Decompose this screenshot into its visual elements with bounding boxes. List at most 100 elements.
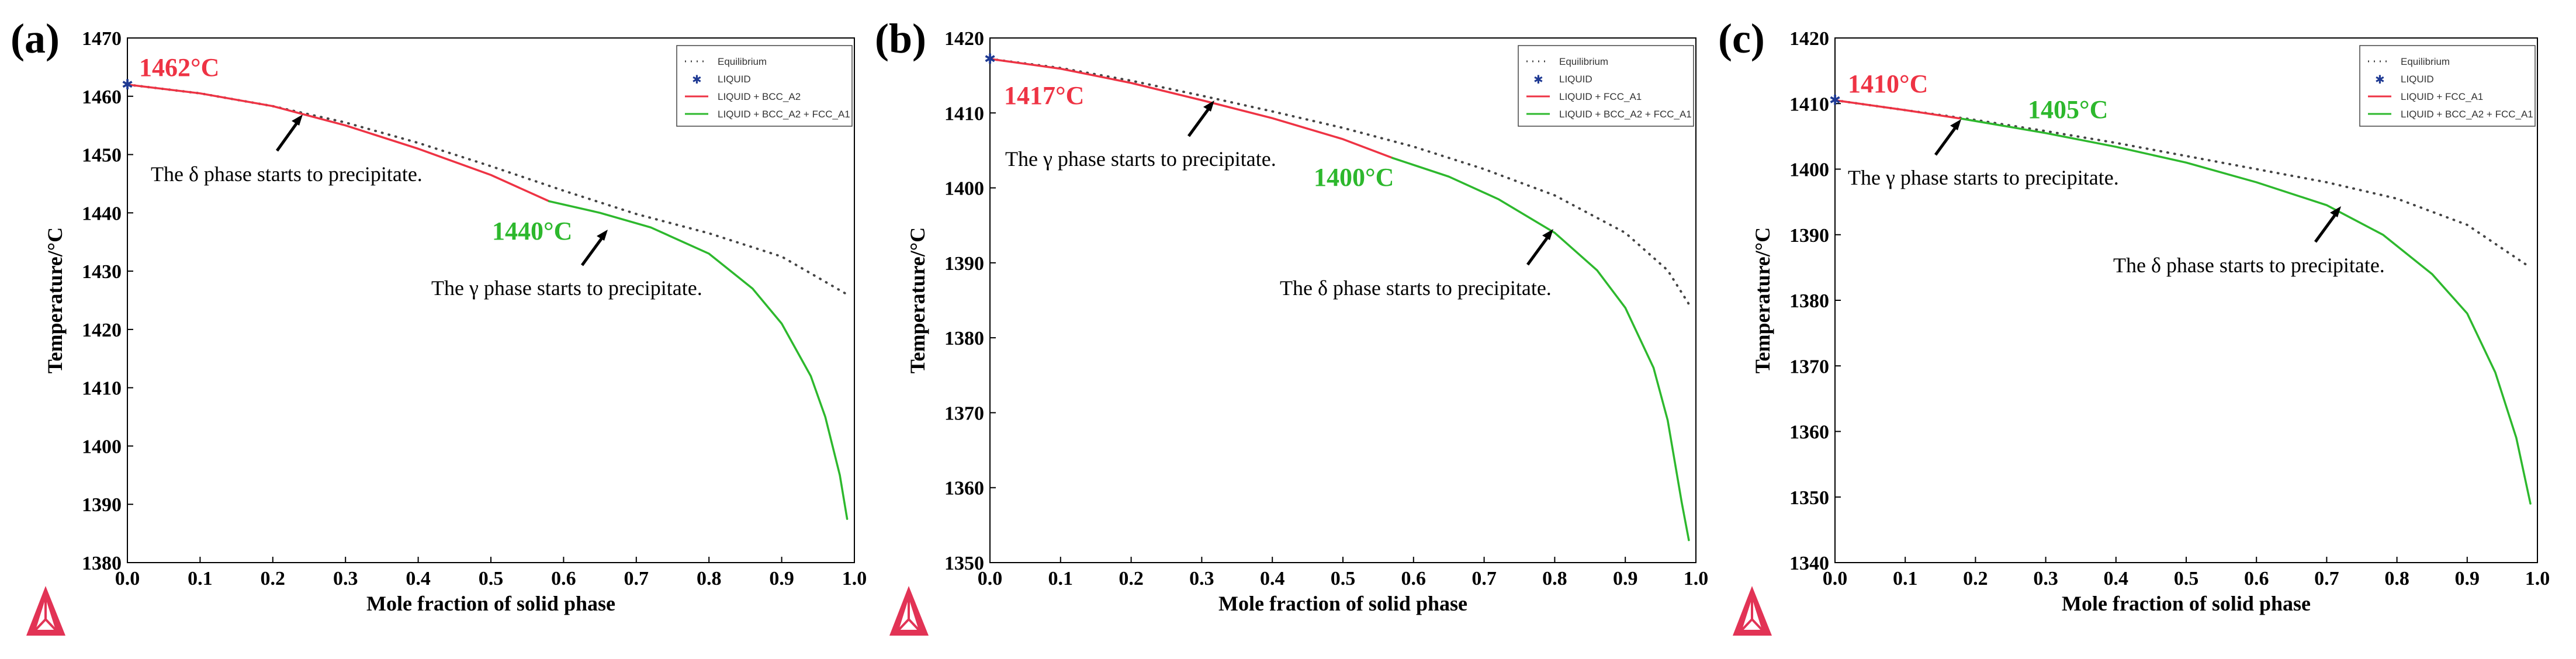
x-tick-label: 0.1	[1893, 568, 1918, 589]
annotation-arrowhead-first	[1950, 119, 1961, 130]
x-tick-label: 0.3	[1189, 568, 1214, 589]
annotation-temp-second: 1440°C	[492, 217, 572, 245]
annotation-text-second: The γ phase starts to precipitate.	[431, 276, 702, 300]
annotation-arrow-first	[1934, 123, 1959, 156]
y-tick-label: 1370	[1789, 356, 1829, 377]
x-tick-label: 0.7	[2314, 568, 2339, 589]
x-tick-label: 0.8	[2384, 568, 2409, 589]
thermo-calc-logo	[1733, 586, 1772, 636]
x-tick-label: 0.3	[333, 568, 358, 589]
x-tick-label: 0.0	[978, 568, 1003, 589]
x-tick-label: 1.0	[1684, 568, 1709, 589]
logo-line	[908, 618, 920, 631]
x-tick-label: 0.2	[1119, 568, 1144, 589]
y-tick-label: 1360	[944, 478, 984, 500]
legend-entry: LIQUID + BCC_A2	[718, 91, 801, 102]
y-tick-label: 1420	[82, 320, 122, 341]
liquid-marker: ✱	[122, 77, 133, 93]
y-tick-label: 1450	[82, 145, 122, 167]
logo-line	[1741, 618, 1753, 631]
tick-layer: 0.0 0.1 0.2 0.3 0.4 0.5 0.6 0.7 0.8 0.9 1.0 1380 139…	[82, 28, 867, 589]
annotation-arrowhead-second	[597, 230, 608, 241]
y-axis-label: Temperature/°C	[1751, 227, 1774, 373]
panel-c: (c) 0.0 0.1 0.2 0.3 0.4 0.5 0.6 0.7 0.8 0.9 1.0 134…	[1718, 15, 2550, 636]
series-line-equilibrium	[126, 83, 849, 296]
annotation-arrowhead-first	[292, 115, 303, 126]
x-tick-label: 0.6	[551, 568, 576, 589]
y-tick-label: 1400	[1789, 159, 1829, 181]
x-tick-label: 0.0	[115, 568, 140, 589]
legend-entry: LIQUID + BCC_A2 + FCC_A1	[2401, 109, 2533, 120]
x-tick-label: 0.3	[2033, 568, 2058, 589]
x-axis-label: Mole fraction of solid phase	[366, 592, 615, 615]
annotation-arrowhead-second	[2330, 206, 2341, 217]
x-tick-label: 0.7	[1471, 568, 1497, 589]
legend-swatch-liquid: ✱	[2375, 72, 2385, 86]
series-line-liquid-single-solid	[989, 58, 1394, 159]
x-tick-label: 0.2	[1963, 568, 1988, 589]
annotation-text-second: The δ phase starts to precipitate.	[2113, 254, 2385, 277]
annotation-arrow-first	[1187, 105, 1213, 137]
x-tick-label: 0.6	[1401, 568, 1427, 589]
annotation-temp-start: 1462°C	[139, 53, 219, 82]
x-tick-label: 0.0	[1823, 568, 1848, 589]
panel-label: (a)	[11, 15, 60, 62]
x-tick-label: 0.5	[2174, 568, 2199, 589]
legend-box	[1518, 45, 1694, 127]
annotation-text-first: The γ phase starts to precipitate.	[1848, 166, 2119, 189]
y-axis-label: Temperature/°C	[906, 227, 929, 373]
x-tick-label: 1.0	[2525, 568, 2550, 589]
series-line-liquid-two-solids	[1960, 117, 2532, 505]
series-layer: ✱	[984, 51, 1690, 542]
y-tick-label: 1410	[82, 378, 122, 400]
plot-frame	[1834, 37, 2538, 563]
legend-entry: LIQUID + BCC_A2 + FCC_A1	[718, 109, 850, 120]
legend-swatch-liquid: ✱	[1533, 72, 1543, 86]
thermo-calc-logo	[26, 586, 65, 636]
legend-entry: Equilibrium	[1559, 56, 1608, 67]
x-tick-label: 0.5	[1331, 568, 1356, 589]
y-tick-label: 1380	[1789, 290, 1829, 312]
y-tick-label: 1340	[1789, 553, 1829, 574]
x-tick-label: 0.7	[624, 568, 649, 589]
legend-entry: Equilibrium	[718, 56, 767, 67]
series-line-liquid-two-solids	[1391, 157, 1690, 542]
legend-entry: LIQUID + FCC_A1	[2401, 91, 2483, 102]
y-axis-label: Temperature/°C	[43, 227, 67, 373]
liquid-marker: ✱	[984, 51, 996, 67]
panel-a: (a) 0.0 0.1 0.2 0.3 0.4 0.5 0.6 0.7 0.8 0.9 1.0 138…	[11, 15, 867, 636]
x-tick-label: 0.8	[1542, 568, 1567, 589]
y-tick-label: 1440	[82, 203, 122, 224]
x-axis-label: Mole fraction of solid phase	[1218, 592, 1467, 615]
panel-b: (b) 0.0 0.1 0.2 0.3 0.4 0.5 0.6 0.7 0.8 0.9 1.0 135…	[875, 15, 1708, 636]
y-tick-label: 1360	[1789, 422, 1829, 443]
x-tick-label: 0.4	[1260, 568, 1285, 589]
y-tick-label: 1420	[944, 28, 984, 50]
legend-entry: LIQUID	[2401, 74, 2434, 85]
liquid-marker: ✱	[1829, 92, 1841, 109]
series-layer: ✱	[122, 77, 849, 520]
x-tick-label: 0.6	[2244, 568, 2269, 589]
annotation-arrow-first	[275, 119, 301, 152]
x-tick-label: 0.8	[697, 568, 722, 589]
x-tick-label: 0.4	[2104, 568, 2129, 589]
logo-line	[1751, 618, 1763, 631]
annotation-temp-start: 1417°C	[1004, 81, 1084, 110]
annotation-temp-start: 1410°C	[1848, 70, 1928, 98]
y-tick-label: 1380	[944, 328, 984, 349]
legend-entry: LIQUID + BCC_A2 + FCC_A1	[1559, 109, 1692, 120]
logo-line	[44, 618, 57, 631]
annotation-temp-second: 1405°C	[2028, 95, 2108, 124]
annotation-arrowhead-first	[1203, 100, 1214, 112]
x-tick-label: 0.5	[479, 568, 504, 589]
x-tick-label: 0.1	[1048, 568, 1074, 589]
tick-layer: 0.0 0.1 0.2 0.3 0.4 0.5 0.6 0.7 0.8 0.9 1.0 1350 136…	[944, 28, 1708, 589]
annotation-text-first: The γ phase starts to precipitate.	[1005, 147, 1276, 171]
series-line-liquid-single-solid	[126, 84, 550, 203]
x-tick-label: 0.1	[188, 568, 213, 589]
x-tick-label: 0.4	[406, 568, 431, 589]
legend: Equilibrium ✱ LIQUID LIQUID + FCC_A1 LIQ…	[1518, 45, 1694, 127]
y-tick-label: 1430	[82, 261, 122, 283]
y-tick-label: 1420	[1789, 28, 1829, 50]
